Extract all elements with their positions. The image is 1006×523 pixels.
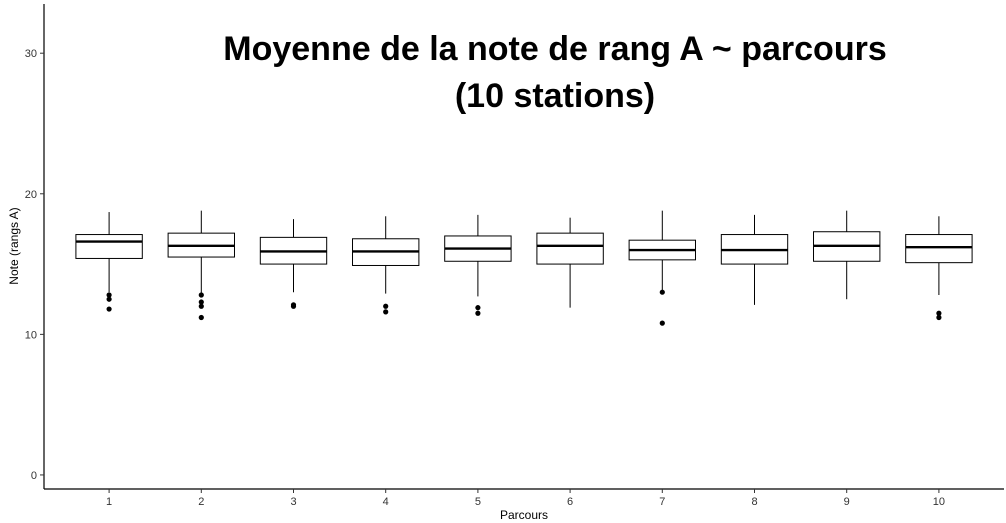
y-tick-label: 30: [25, 48, 37, 60]
box: [75, 234, 143, 259]
y-tick-label: 20: [25, 189, 37, 201]
box-group-8: [720, 214, 789, 305]
outlier-point: [198, 299, 204, 305]
x-tick-label: 3: [290, 496, 296, 508]
outlier-point: [106, 296, 112, 302]
box-group-3: [259, 219, 328, 309]
x-tick-label: 2: [198, 496, 204, 508]
y-axis-label: Note (rangs A): [7, 207, 21, 284]
box-group-6: [536, 217, 604, 308]
x-tick-label: 4: [383, 496, 389, 508]
box-group-7: [628, 210, 696, 326]
x-axis-label: Parcours: [500, 508, 548, 522]
x-tick-label: 7: [659, 496, 665, 508]
outlier-point: [659, 320, 665, 326]
x-tick-label: 10: [933, 496, 945, 508]
outlier-point: [198, 292, 204, 298]
x-tick-label: 6: [567, 496, 573, 508]
outlier-point: [198, 314, 204, 321]
outlier-point: [936, 314, 942, 321]
outlier-point: [659, 289, 665, 295]
outlier-point: [936, 310, 942, 316]
box-group-5: [444, 214, 512, 316]
outlier-point: [106, 306, 112, 312]
x-tick-label: 8: [751, 496, 757, 508]
outlier-point: [106, 292, 112, 298]
outlier-point: [383, 309, 389, 315]
y-tick-label: 0: [31, 470, 37, 482]
x-tick-label: 9: [844, 496, 850, 508]
x-tick-label: 5: [475, 496, 481, 508]
box-group-10: [905, 216, 973, 321]
x-ticks: 1 2 3 4 5 6 7 8 9 10: [106, 489, 945, 508]
outlier-point: [383, 303, 389, 309]
box-group-1: [75, 212, 143, 312]
y-tick-label: 10: [25, 329, 37, 341]
outlier-point: [290, 303, 297, 309]
box: [905, 234, 973, 264]
outlier-point: [475, 310, 481, 316]
box: [536, 232, 604, 265]
chart-title-line-1: Moyenne de la note de rang A ~ parcours: [223, 30, 887, 68]
outlier-point: [198, 303, 204, 309]
plot-area: [75, 210, 973, 326]
box-group-2: [167, 210, 235, 321]
chart-title-line-2: (10 stations): [454, 77, 656, 115]
outlier-point: [475, 305, 481, 311]
box-group-9: [813, 210, 881, 300]
x-tick-label: 1: [106, 496, 112, 508]
box-group-4: [352, 216, 420, 315]
y-ticks: 0 10 20 30: [25, 48, 44, 482]
